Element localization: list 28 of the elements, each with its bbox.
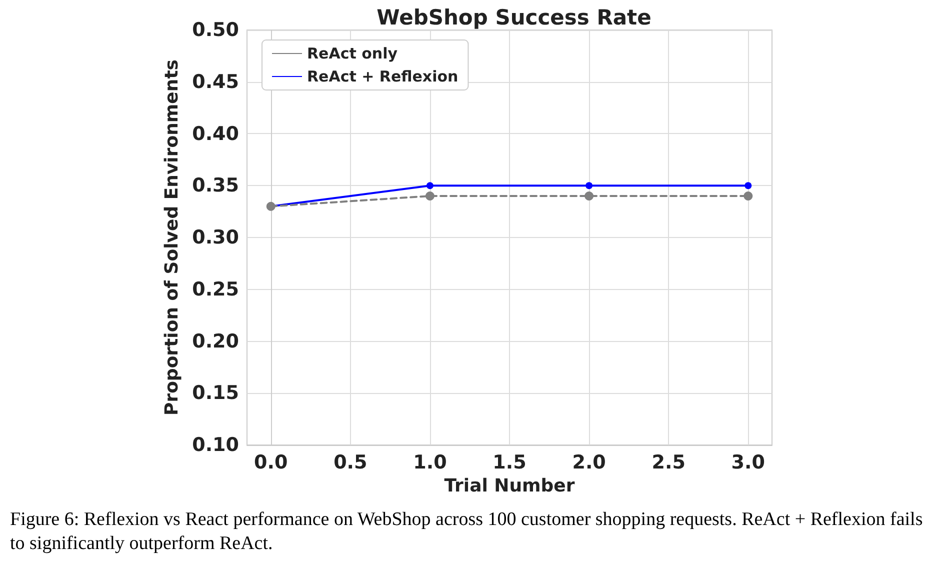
y-axis-title: Proportion of Solved Environments xyxy=(162,59,183,416)
point xyxy=(425,192,434,200)
y-tick-label: 0.40 xyxy=(192,122,239,145)
x-tick-label: 0.0 xyxy=(254,452,288,474)
x-axis-title: Trial Number xyxy=(444,475,575,496)
x-tick-label: 3.0 xyxy=(731,452,765,474)
x-tick-label: 1.5 xyxy=(492,452,526,474)
x-tick-label: 2.0 xyxy=(572,452,606,474)
y-tick-label: 0.15 xyxy=(192,382,239,404)
y-tick-label: 0.25 xyxy=(192,278,239,300)
y-tick-label: 0.35 xyxy=(192,174,239,197)
y-tick-label: 0.50 xyxy=(192,19,239,41)
legend-label: ReAct only xyxy=(307,44,398,62)
legend-label: ReAct + Reflexion xyxy=(307,68,458,86)
y-tick-label: 0.20 xyxy=(192,330,239,352)
x-tick-label: 0.5 xyxy=(334,452,368,474)
point xyxy=(584,192,594,200)
x-tick-label: 2.5 xyxy=(652,452,686,474)
chart-title: WebShop Success Rate xyxy=(376,6,652,30)
point xyxy=(744,192,753,200)
y-tick-label: 0.45 xyxy=(192,70,239,93)
point xyxy=(586,182,593,190)
caption: Figure 6: Reflexion vs React performance on WebShop across 100 customer shopping requests. ReAct + Reflexion fails to significantly outperform ReAct. xyxy=(10,508,924,556)
point xyxy=(426,182,434,190)
y-tick-label: 0.10 xyxy=(192,434,239,456)
x-tick-label: 1.0 xyxy=(413,452,447,474)
y-tick-label: 0.30 xyxy=(192,226,239,248)
point xyxy=(744,182,752,190)
